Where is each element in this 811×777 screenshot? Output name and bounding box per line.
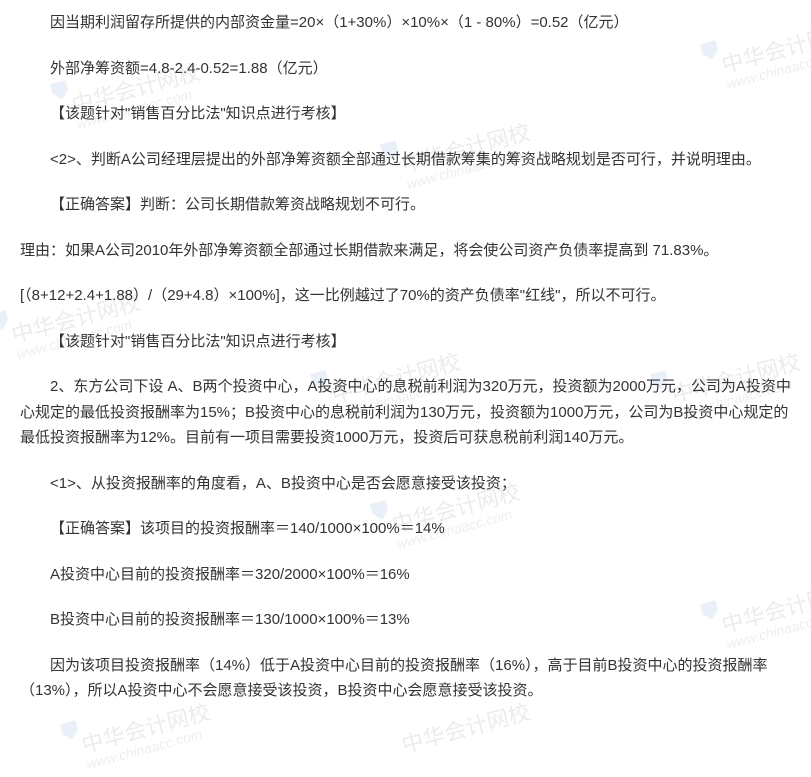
answer-project-roi: 【正确答案】该项目的投资报酬率＝140/1000×100%＝14% [20,516,791,542]
reason-text: 理由：如果A公司2010年外部净筹资额全部通过长期借款来满足，将会使公司资产负债… [20,238,791,264]
roi-center-a: A投资中心目前的投资报酬率＝320/2000×100%＝16% [20,562,791,588]
conclusion: 因为该项目投资报酬率（14%）低于A投资中心目前的投资报酬率（16%），高于目前… [20,653,791,704]
watermark-icon [57,718,82,744]
watermark-sub: www.chinaacc.com [84,723,205,777]
watermark-icon [0,308,13,334]
subquestion-1: <1>、从投资报酬率的角度看，A、B投资中心是否会愿意接受该投资； [20,471,791,497]
ratio-calculation: [（8+12+2.4+1.88）/（29+4.8）×100%]，这一比例越过了7… [20,283,791,309]
roi-center-b: B投资中心目前的投资报酬率＝130/1000×100%＝13% [20,607,791,633]
watermark-text: 中华会计网校 [397,694,534,764]
answer-judgment: 【正确答案】判断：公司长期借款筹资战略规划不可行。 [20,192,791,218]
question-2: <2>、判断A公司经理层提出的外部净筹资额全部通过长期借款筹集的筹资战略规划是否… [20,147,791,173]
topic-label-1: 【该题针对"销售百分比法"知识点进行考核】 [20,101,791,127]
problem-2-setup: 2、东方公司下设 A、B两个投资中心，A投资中心的息税前利润为320万元，投资额… [20,374,791,451]
formula-external-funds: 外部净筹资额=4.8-2.4-0.52=1.88（亿元） [20,56,791,82]
watermark-text: 中华会计网校 [77,694,214,764]
content: 因当期利润留存所提供的内部资金量=20×（1+30%）×10%×（1 - 80%… [20,10,791,704]
formula-internal-funds: 因当期利润留存所提供的内部资金量=20×（1+30%）×10%×（1 - 80%… [20,10,791,36]
topic-label-2: 【该题针对"销售百分比法"知识点进行考核】 [20,329,791,355]
